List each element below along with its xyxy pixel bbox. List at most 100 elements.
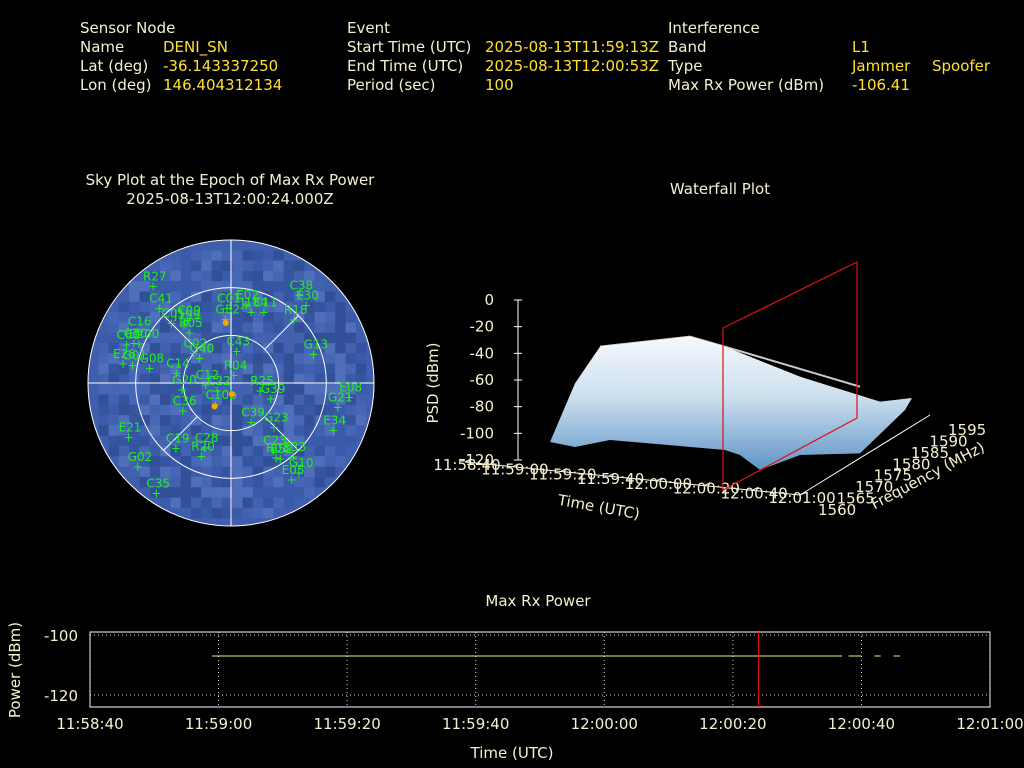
sky-texture-cell <box>201 322 212 333</box>
sky-texture-cell <box>211 446 222 457</box>
waterfall-psd-tick-label: 0 <box>484 291 494 309</box>
waterfall-time-marker-plane <box>722 261 858 492</box>
sky-texture-cell <box>252 260 264 271</box>
sky-texture-cell <box>180 312 192 323</box>
sky-texture-cell <box>294 476 305 488</box>
sky-texture-cell <box>345 332 356 344</box>
sky-texture-cell <box>252 487 264 498</box>
sky-texture-cell <box>263 487 274 498</box>
sky-texture-cell <box>170 291 181 302</box>
sky-texture-cell <box>149 394 161 405</box>
sky-texture-cell <box>139 312 150 323</box>
sky-texture-cell <box>324 291 336 302</box>
sky-texture-cell <box>211 384 222 395</box>
sky-texture-cell <box>180 250 192 261</box>
sky-texture-cell <box>201 446 212 457</box>
sky-texture-cell <box>201 456 212 467</box>
sky-texture <box>98 250 367 519</box>
sky-texture-cell <box>201 415 212 426</box>
sky-texture-cell <box>191 312 202 323</box>
sky-texture-cell <box>304 312 315 323</box>
period-value: 100 <box>485 76 514 94</box>
sky-texture-cell <box>221 281 233 292</box>
sky-texture-cell <box>314 394 325 405</box>
sky-texture-cell <box>211 291 222 302</box>
satellite-marker: + <box>271 451 281 465</box>
sky-texture-cell <box>252 250 264 261</box>
max-power-satellite-dot <box>211 403 218 410</box>
waterfall-frequency-tick-label: 1575 <box>874 467 912 485</box>
sky-texture-cell <box>263 425 274 436</box>
sky-texture-cell <box>160 270 171 282</box>
sky-texture-cell <box>263 384 274 395</box>
sky-texture-cell <box>191 435 202 447</box>
sky-texture-cell <box>355 373 367 385</box>
sky-texture-cell <box>191 415 202 426</box>
sky-texture-cell <box>139 466 150 477</box>
sky-texture-cell <box>324 404 336 416</box>
lat-label: Lat (deg) <box>80 57 149 75</box>
sky-texture-cell <box>191 250 202 261</box>
sky-texture-cell <box>263 404 274 416</box>
max-power-satellite-dot <box>222 319 229 326</box>
sky-texture-cell <box>160 301 171 313</box>
sky-texture-cell <box>221 301 233 313</box>
satellite-label: R25 <box>250 374 274 388</box>
sky-texture-cell <box>252 394 264 405</box>
sky-texture-cell <box>242 343 253 354</box>
satellite-marker: + <box>182 314 192 328</box>
sky-texture-cell <box>242 446 253 457</box>
sky-texture-cell <box>129 456 140 467</box>
sky-texture-cell <box>324 384 336 395</box>
sky-texture-cell <box>149 415 161 426</box>
sky-texture-cell <box>201 497 212 508</box>
sky-texture-cell <box>139 456 150 467</box>
sky-texture-cell <box>201 404 212 416</box>
sky-texture-cell <box>170 404 181 416</box>
sky-texture-cell <box>252 343 264 354</box>
sky-texture-cell <box>129 415 140 426</box>
sky-texture-cell <box>170 260 181 271</box>
sky-texture-cell <box>160 466 171 477</box>
sky-texture-cell <box>242 415 253 426</box>
sky-texture-cell <box>314 404 325 416</box>
sky-texture-cell <box>201 384 212 395</box>
sky-texture-cell <box>170 476 181 488</box>
sky-texture-cell <box>304 301 315 313</box>
sky-texture-cell <box>294 301 305 313</box>
sky-texture-cell <box>283 456 295 467</box>
sky-texture-cell <box>98 373 109 385</box>
sky-texture-cell <box>273 250 284 261</box>
sky-texture-cell <box>98 384 109 395</box>
sky-texture-cell <box>294 332 305 344</box>
sky-texture-cell <box>170 394 181 405</box>
sky-texture-cell <box>201 425 212 436</box>
sky-texture-cell <box>211 425 222 436</box>
sky-texture-cell <box>149 281 161 292</box>
sky-texture-cell <box>345 394 356 405</box>
sky-texture-cell <box>294 281 305 292</box>
sky-texture-cell <box>211 260 222 271</box>
sky-texture-cell <box>232 373 243 385</box>
satellite-label: R20 <box>191 440 215 454</box>
waterfall-psd-tick-label: -100 <box>460 424 494 442</box>
satellite-label: E52 <box>270 442 293 456</box>
sky-texture-cell <box>283 466 295 477</box>
type-label: Type <box>668 57 703 75</box>
sky-texture-cell <box>252 476 264 488</box>
waterfall-frequency-tick-label: 1590 <box>929 432 967 450</box>
sky-texture-cell <box>201 301 212 313</box>
sky-texture-cell <box>191 476 202 488</box>
sky-texture-cell <box>221 291 233 302</box>
sky-texture-cell <box>314 466 325 477</box>
sky-texture-cell <box>232 270 243 282</box>
satellite-label: C02 <box>183 337 207 351</box>
sky-texture-cell <box>211 497 222 508</box>
satellite-label: C36 <box>173 394 197 408</box>
sky-texture-cell <box>170 301 181 313</box>
satellite-label: C28 <box>195 431 219 445</box>
sky-texture-cell <box>118 384 130 395</box>
sky-texture-cell <box>221 476 233 488</box>
lon-value: 146.404312134 <box>163 76 283 94</box>
sky-texture-cell <box>129 384 140 395</box>
